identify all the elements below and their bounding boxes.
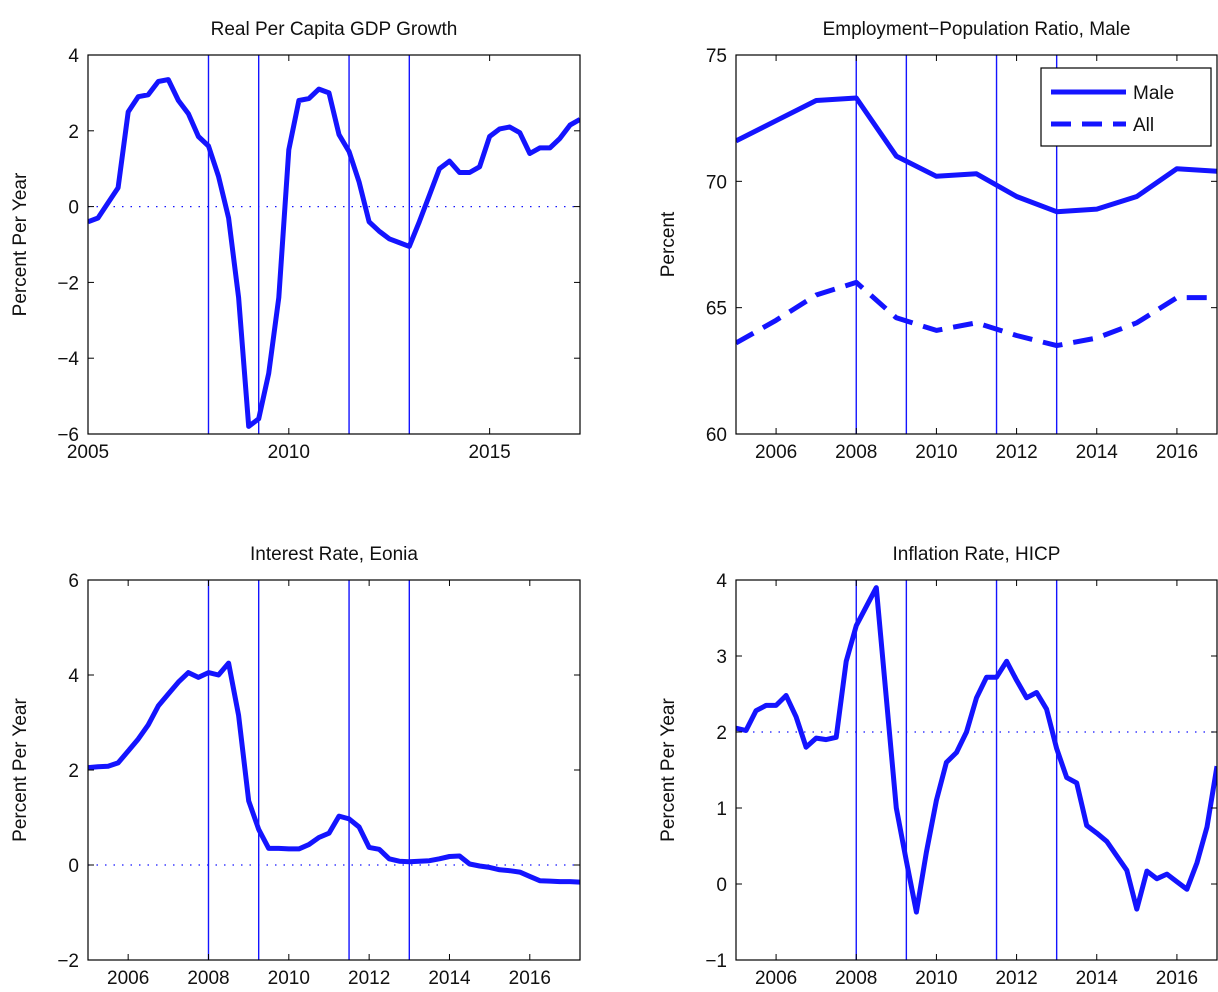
x-tick-label: 2012 (348, 968, 390, 989)
x-tick-label: 2006 (755, 442, 797, 463)
plot-area (736, 55, 1217, 434)
y-tick-label: 3 (716, 647, 727, 668)
panel-1: Real Per Capita GDP Growth Percent Per Ye… (10, 19, 581, 463)
y-tick-label: 70 (706, 172, 727, 193)
y-axis-label: Percent (658, 211, 679, 277)
plot-frame (735, 579, 1218, 961)
y-tick-label: 0 (68, 198, 79, 219)
y-tick-label: 2 (716, 723, 727, 744)
panel-3: Interest Rate, Eonia Percent Per Year 2006… (10, 544, 581, 989)
y-tick-label: 6 (68, 571, 79, 592)
y-tick-label: −2 (57, 273, 79, 294)
x-tick-label: 2016 (509, 968, 551, 989)
series-line-all (736, 279, 1217, 349)
y-tick-label: 4 (716, 571, 727, 592)
y-tick-label: 75 (706, 46, 727, 67)
y-tick-label: 4 (68, 46, 79, 67)
panel-4: Inflation Rate, HICP Percent Per Year 2006… (658, 544, 1218, 989)
x-tick-label: 2010 (268, 442, 310, 463)
plot-area (88, 55, 580, 434)
y-tick-label: 60 (706, 425, 727, 446)
series-line-1 (736, 585, 1217, 915)
x-tick-label: 2008 (187, 968, 229, 989)
x-tick-label: 2012 (995, 442, 1037, 463)
x-tick-label: 2010 (268, 968, 310, 989)
y-tick-label: 2 (68, 122, 79, 143)
legend-label-male: Male (1133, 83, 1174, 104)
plot-frame (87, 54, 581, 435)
x-tick-label: 2006 (107, 968, 149, 989)
y-axis-label: Percent Per Year (10, 172, 31, 316)
y-tick-label: 0 (716, 875, 727, 896)
y-tick-label: −2 (57, 951, 79, 972)
chart-title: Inflation Rate, HICP (893, 544, 1061, 565)
series-line-male (736, 95, 1217, 215)
x-tick-label: 2014 (428, 968, 471, 989)
x-tick-label: 2008 (835, 442, 877, 463)
series-line-1 (88, 77, 580, 429)
y-axis-label: Percent Per Year (10, 698, 31, 842)
x-tick-label: 2005 (67, 442, 109, 463)
x-tick-label: 2016 (1156, 968, 1198, 989)
legend-label-all: All (1133, 115, 1154, 136)
x-tick-label: 2006 (755, 968, 797, 989)
y-tick-label: 2 (68, 761, 79, 782)
y-tick-label: 1 (716, 799, 727, 820)
legend-box (1040, 67, 1212, 147)
plot-area (736, 580, 1217, 960)
y-tick-label: 4 (68, 666, 79, 687)
plot-frame (87, 579, 581, 961)
x-tick-label: 2012 (995, 968, 1037, 989)
x-tick-label: 2008 (835, 968, 877, 989)
plot-area (88, 580, 580, 960)
y-tick-label: −4 (57, 349, 79, 370)
plot-frame (735, 54, 1218, 435)
chart-title: Employment−Population Ratio, Male (823, 19, 1131, 40)
panel-2: Employment−Population Ratio, Male Percent… (658, 19, 1218, 463)
x-tick-label: 2010 (915, 442, 957, 463)
chart-title: Real Per Capita GDP Growth (211, 19, 458, 40)
x-tick-label: 2010 (915, 968, 957, 989)
y-tick-label: 0 (68, 856, 79, 877)
x-tick-label: 2014 (1076, 442, 1119, 463)
x-tick-label: 2015 (468, 442, 510, 463)
legend: Male All (1040, 67, 1212, 147)
y-tick-label: −1 (705, 951, 727, 972)
y-tick-label: 65 (706, 299, 727, 320)
y-tick-label: −6 (57, 425, 79, 446)
series-line-1 (88, 660, 580, 885)
x-tick-label: 2016 (1156, 442, 1198, 463)
x-tick-label: 2014 (1076, 968, 1119, 989)
chart-title: Interest Rate, Eonia (250, 544, 418, 565)
y-axis-label: Percent Per Year (658, 698, 679, 842)
